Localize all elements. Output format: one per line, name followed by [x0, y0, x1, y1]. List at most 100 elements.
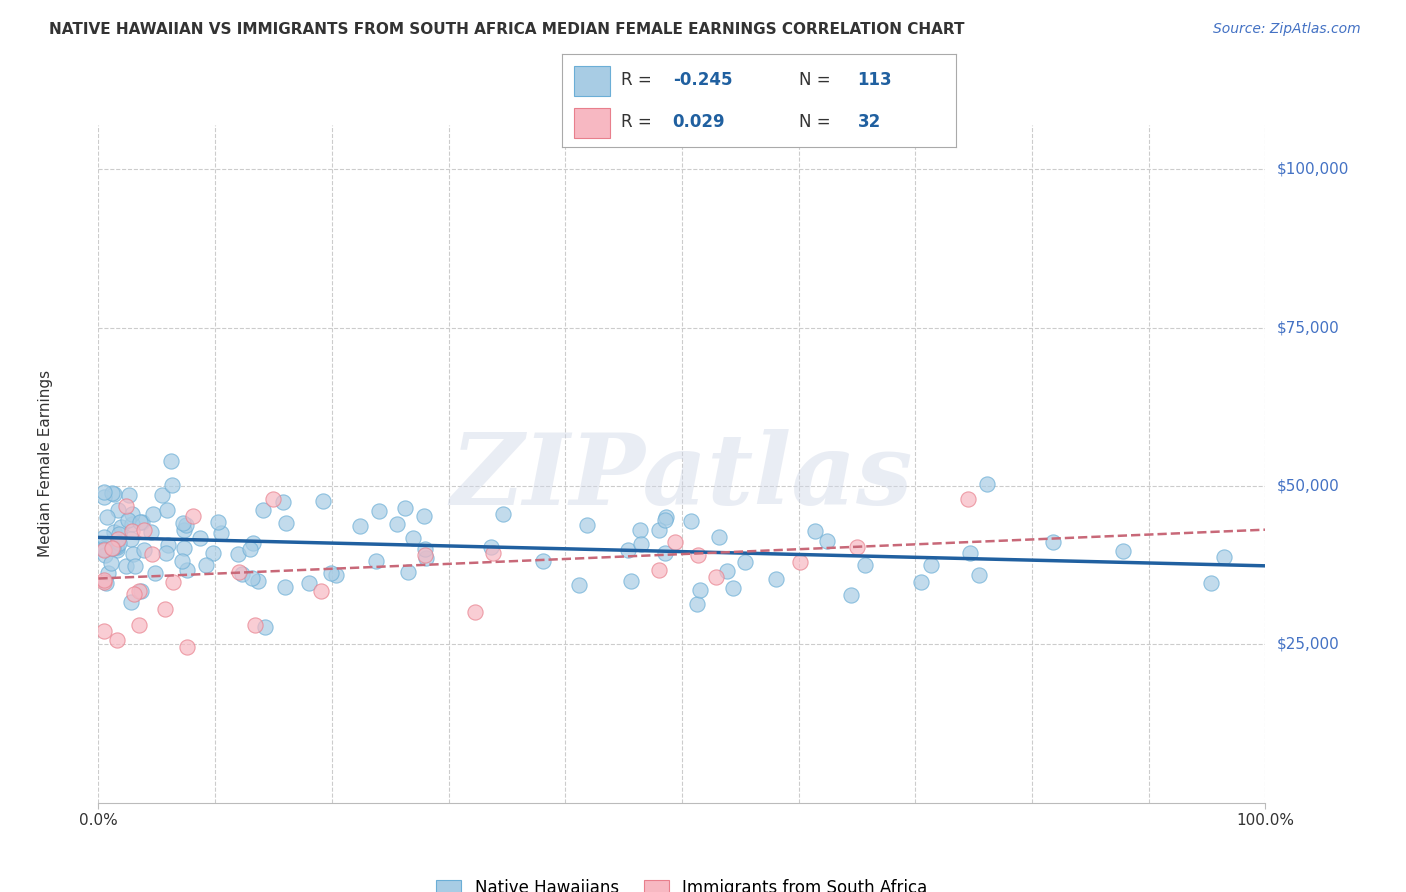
Point: [115, 558, 138, 573]
Point: [150, 488, 173, 502]
Text: -0.245: -0.245: [672, 70, 733, 88]
Point: [839, 588, 862, 602]
Point: [93, 624, 115, 639]
Point: [120, 532, 142, 546]
Point: [103, 487, 125, 501]
FancyBboxPatch shape: [574, 108, 610, 138]
Point: [616, 542, 638, 557]
Point: [262, 491, 284, 506]
Point: [734, 555, 756, 569]
Point: [101, 485, 124, 500]
Point: [93, 530, 115, 544]
Point: [173, 523, 195, 537]
Point: [630, 537, 652, 551]
Point: [110, 519, 132, 533]
Point: [688, 548, 710, 562]
Point: [967, 567, 990, 582]
Point: [93, 542, 115, 557]
Point: [247, 574, 270, 589]
Point: [479, 540, 502, 554]
Point: [252, 503, 274, 517]
Text: $50,000: $50,000: [1277, 478, 1340, 493]
Text: $100,000: $100,000: [1277, 161, 1348, 177]
Point: [131, 516, 153, 530]
Point: [195, 558, 218, 573]
Point: [176, 563, 198, 577]
Point: [853, 558, 876, 572]
Text: N =: N =: [799, 70, 830, 88]
Point: [231, 566, 253, 581]
Legend: Native Hawaiians, Immigrants from South Africa: Native Hawaiians, Immigrants from South …: [430, 872, 934, 892]
Point: [920, 558, 942, 573]
Point: [100, 556, 122, 570]
Point: [153, 602, 176, 616]
Point: [209, 526, 232, 541]
Point: [122, 587, 145, 601]
Point: [117, 513, 139, 527]
Point: [128, 618, 150, 632]
Text: Source: ZipAtlas.com: Source: ZipAtlas.com: [1213, 22, 1361, 37]
Point: [183, 508, 205, 523]
Point: [716, 565, 738, 579]
Point: [385, 516, 408, 531]
Text: Median Female Earnings: Median Female Earnings: [38, 370, 53, 558]
Text: $25,000: $25,000: [1277, 637, 1340, 652]
Point: [464, 605, 486, 619]
Point: [141, 547, 163, 561]
Point: [654, 510, 676, 524]
Point: [160, 453, 183, 467]
Point: [172, 516, 194, 530]
Point: [976, 476, 998, 491]
Text: 0.029: 0.029: [672, 113, 725, 131]
Point: [107, 535, 129, 549]
Point: [242, 536, 264, 550]
Point: [402, 531, 425, 545]
Point: [804, 524, 827, 538]
Point: [1042, 535, 1064, 549]
Point: [129, 584, 152, 599]
Point: [319, 566, 342, 580]
Point: [686, 597, 709, 611]
Point: [765, 572, 787, 586]
Point: [721, 582, 744, 596]
Point: [124, 559, 146, 574]
Text: $75,000: $75,000: [1277, 320, 1340, 335]
Point: [298, 576, 321, 591]
Point: [228, 566, 250, 580]
Text: NATIVE HAWAIIAN VS IMMIGRANTS FROM SOUTH AFRICA MEDIAN FEMALE EARNINGS CORRELATI: NATIVE HAWAIIAN VS IMMIGRANTS FROM SOUTH…: [49, 22, 965, 37]
Point: [1213, 549, 1236, 564]
Point: [142, 508, 165, 522]
Point: [1112, 544, 1135, 558]
Point: [415, 551, 437, 566]
Point: [957, 491, 980, 506]
Point: [105, 543, 128, 558]
Point: [143, 566, 166, 580]
Point: [156, 503, 179, 517]
Point: [188, 531, 211, 545]
Point: [128, 515, 150, 529]
Point: [104, 539, 127, 553]
Point: [689, 583, 711, 598]
Point: [413, 548, 436, 562]
Point: [121, 516, 143, 531]
Point: [1201, 576, 1223, 591]
Point: [120, 595, 142, 609]
Point: [311, 494, 333, 508]
Point: [156, 538, 179, 552]
Point: [492, 508, 515, 522]
Point: [815, 533, 838, 548]
Point: [93, 575, 115, 590]
Point: [243, 618, 266, 632]
Point: [274, 580, 297, 594]
Point: [93, 485, 115, 500]
Point: [202, 546, 225, 560]
Point: [96, 510, 118, 524]
Point: [846, 540, 869, 554]
Point: [103, 524, 125, 539]
Point: [172, 554, 194, 568]
Text: N =: N =: [799, 113, 830, 131]
Point: [576, 518, 599, 533]
Point: [162, 478, 184, 492]
Point: [654, 513, 676, 527]
Point: [413, 541, 436, 556]
